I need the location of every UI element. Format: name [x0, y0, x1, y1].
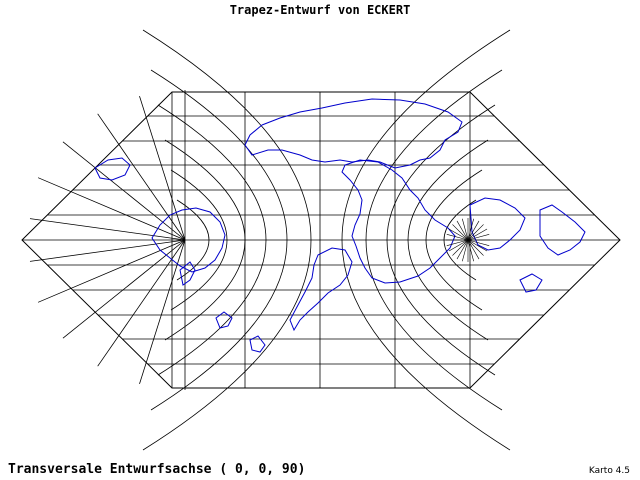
coastline-right-fragment: [519, 273, 543, 293]
pole-ray-22: [467, 228, 488, 241]
graticule-left-circle-3: [157, 104, 267, 376]
coastline-east-islands: [469, 197, 526, 251]
pole-convergence: [446, 218, 490, 262]
graticule-left-circle-5: [142, 29, 312, 451]
pole-ray-11: [446, 239, 469, 246]
pole-ray-10: [448, 239, 469, 252]
graticule-left-circle-1: [170, 169, 228, 311]
pole-ray-5: [467, 239, 474, 262]
pole-ray-19: [467, 218, 474, 241]
graticule-right-circle-1: [425, 169, 483, 311]
coastline-lower-fragment: [249, 335, 266, 353]
pole-ray-3: [467, 239, 484, 256]
graticule-right-circle-2: [407, 139, 489, 341]
pole-ray-21: [467, 224, 484, 241]
pole-ray-23: [467, 234, 490, 241]
pole-ray-16: [456, 220, 469, 241]
graticule-right-circle-4: [365, 69, 503, 411]
graticule-left-ray-8: [62, 239, 186, 339]
coastline-southern-landmass: [289, 247, 353, 332]
software-version: Karto 4.5: [588, 466, 630, 476]
pole-ray-4: [467, 239, 480, 260]
pole-ray-7: [462, 239, 469, 262]
coastline-far-east: [539, 204, 586, 256]
graticule-left-ray-6: [29, 239, 186, 262]
graticule-left-circle-4: [150, 69, 288, 411]
pole-ray-14: [448, 228, 469, 241]
pole-ray-13: [446, 234, 469, 241]
graticule-left-ray-2: [97, 113, 186, 241]
coastline-south-fragment: [215, 311, 233, 329]
map-title: Trapez-Entwurf von ECKERT: [229, 3, 411, 17]
graticule-left-ray-3: [62, 141, 186, 241]
pole-ray-2: [467, 239, 488, 252]
graticule-left-ray-4: [37, 177, 186, 241]
coastline-west-fragment-2: [179, 261, 196, 286]
coastlines: [94, 98, 586, 353]
pole-ray-1: [467, 239, 490, 246]
graticule-left-circle-2: [164, 139, 246, 341]
projection-axis-label: Transversale Entwurfsachse ( 0, 0, 90): [8, 462, 306, 477]
graticule-left-ray-5: [29, 218, 186, 241]
coastline-west-fragment-1: [94, 157, 131, 181]
coastline-north-landmass: [244, 98, 463, 169]
coastline-central-landmass: [341, 159, 456, 284]
pole-ray-9: [452, 239, 469, 256]
graticule-left-ray-10: [139, 239, 186, 385]
pole-ray-15: [452, 224, 469, 241]
coastline-polar-landmass: [151, 207, 226, 273]
pole-ray-17: [462, 218, 469, 241]
graticule-right-circle-5: [341, 29, 511, 451]
graticule-left-ray-9: [97, 239, 186, 367]
graticule-left-ray-1: [139, 95, 186, 241]
pole-ray-20: [467, 220, 480, 241]
pole-ray-8: [456, 239, 469, 260]
graticule-right-circle-0: [443, 199, 477, 281]
graticule: [22, 29, 620, 451]
